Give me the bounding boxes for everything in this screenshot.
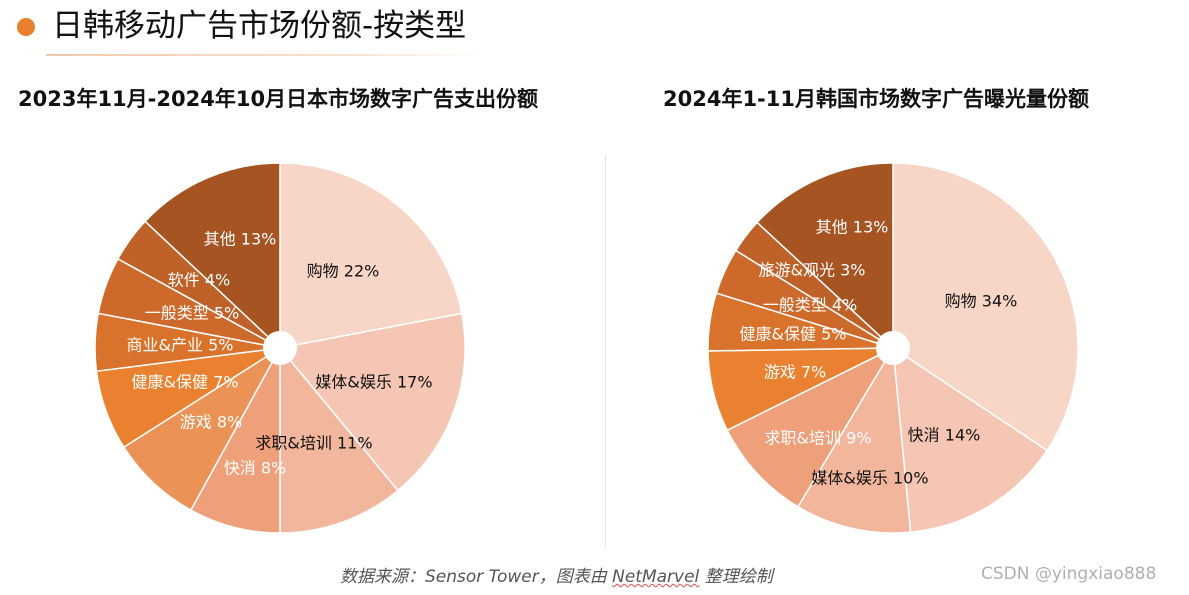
slice-label: 购物 22% [307,262,380,281]
pie-center-hole [263,331,297,365]
source-suffix: 整理绘制 [704,567,773,587]
title-bullet-icon [17,18,35,36]
slice-label: 求职&培训 11% [255,434,372,453]
slice-label: 购物 34% [945,292,1018,311]
slice-label: 游戏 8% [180,413,242,432]
slice-label: 软件 4% [168,271,230,290]
watermark: CSDN @yingxiao888 [981,564,1157,584]
pie-slice [189,347,281,534]
pie-slice [756,162,894,350]
pie-slice [892,346,1049,533]
slice-label: 健康&保健 7% [132,373,239,392]
slice-label: 求职&培训 9% [765,429,872,448]
slice-label: 一般类型 5% [145,304,239,323]
source-prefix: 数据来源：Sensor Tower，图表由 [340,567,607,587]
source-note: 数据来源：Sensor Tower，图表由 NetMarvel 整理绘制 [340,562,773,587]
page-title: 日韩移动广告市场份额-按类型 [52,8,467,44]
slice-label: 其他 13% [816,218,889,237]
pie-center-hole [876,331,910,365]
pie-chart-japan: 购物 22% 媒体&娱乐 17% 求职&培训 11% 快消 8% 游戏 8% 健康&保健 … [94,162,466,534]
slice-label: 快消 14% [908,426,981,445]
slice-label: 媒体&娱乐 10% [811,469,928,488]
pie-slice [278,312,466,492]
slice-label: 一般类型 4% [763,296,857,315]
slice-label: 商业&产业 5% [127,336,234,355]
slice-label: 快消 8% [224,459,286,478]
pie-slice [279,345,399,534]
source-brand: NetMarvel [612,567,700,587]
pie-slice [726,346,895,508]
slice-label: 媒体&娱乐 17% [315,373,432,392]
pie-slice [279,162,463,349]
slice-label: 旅游&观光 3% [759,261,866,280]
chart-divider [605,155,606,547]
pie-slice [144,162,281,350]
title-underline [46,54,486,56]
chart-title-korea: 2024年1-11月韩国市场数字广告曝光量份额 [663,87,1089,111]
pie-slice [796,345,912,534]
slice-label: 其他 13% [204,230,277,249]
slice-label: 游戏 7% [764,363,826,382]
pie-slice [122,347,281,512]
slice-label: 健康&保健 5% [740,325,847,344]
pie-chart-korea: 购物 34% 快消 14% 媒体&娱乐 10% 求职&培训 9% 游戏 7% 健康&保健 … [707,162,1079,534]
chart-title-japan: 2023年11月-2024年10月日本市场数字广告支出份额 [18,87,539,111]
